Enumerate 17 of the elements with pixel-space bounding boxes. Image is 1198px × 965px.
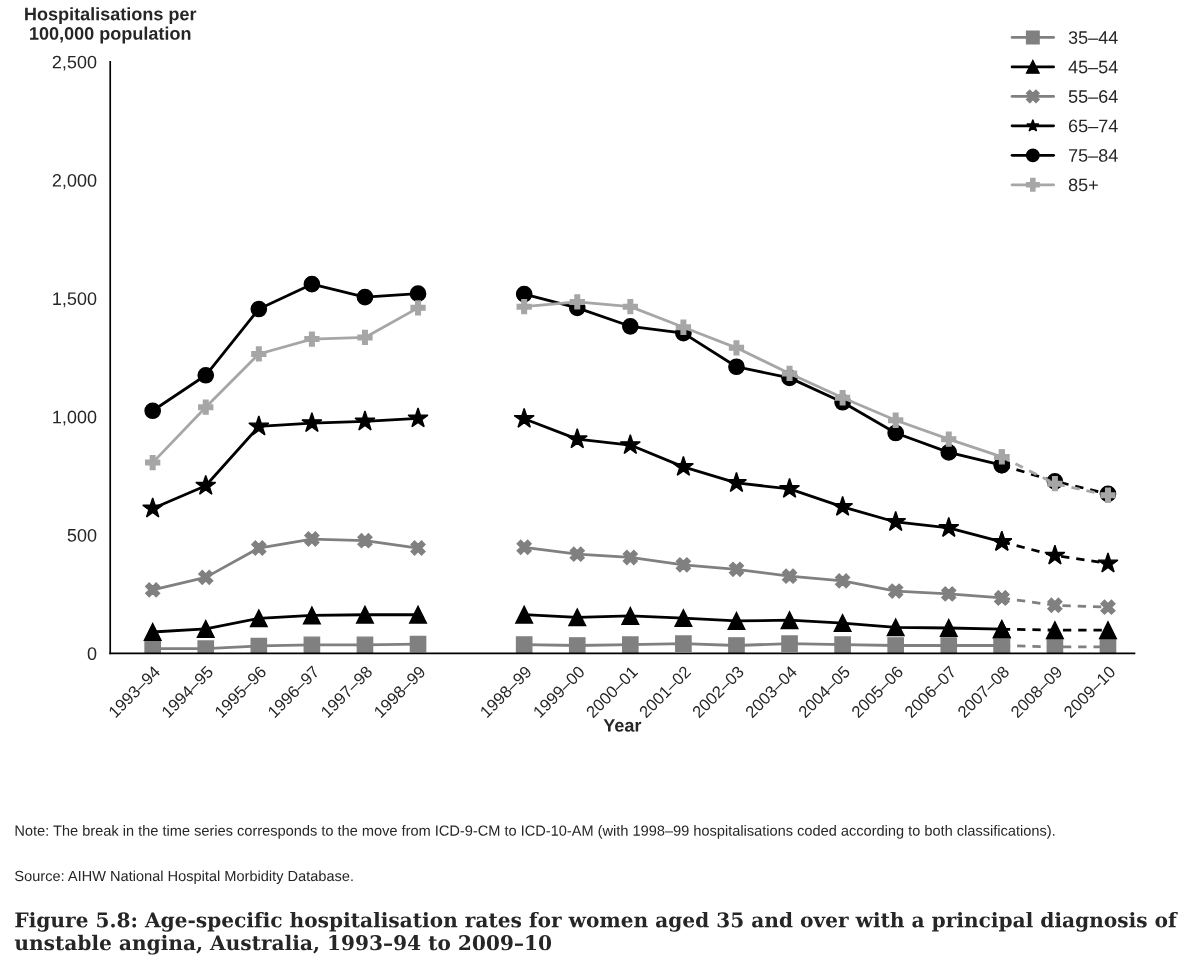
text: Note: The break in the time series corresponds to the move from ICD-9-CM to ICD-10-AM (with 1998–99 hospitalisations coded according to both classifications).	[15, 825, 1055, 839]
y-tick-label: 1,500	[53, 292, 97, 308]
source-note: Source: AIHW National Hospital Morbidity Database.	[15, 870, 353, 885]
legend-label: 65–74	[1068, 119, 1118, 133]
x-axis-title: Year	[603, 719, 642, 732]
legend-label: 75–84	[1068, 149, 1118, 162]
y-tick-label: 1,000	[53, 410, 97, 426]
legend-label: 85+	[1068, 178, 1098, 192]
legend-label: 45–54	[1068, 60, 1118, 74]
y-tick-label: 0	[87, 647, 97, 661]
y-tick-label: 2,500	[52, 55, 97, 71]
text: Figure 5.8: Age-specific hospitalisation rates for women aged 35 and over with a principal diagnosis of unstable angina, Australia, 1993–94 to 2009–10	[14, 911, 1178, 955]
y-axis-title: Hospitalisations per 100,000 population	[25, 7, 197, 44]
y-tick-label: 500	[67, 528, 97, 542]
legend-label: 55–64	[1068, 90, 1118, 103]
y-tick-label: 2,000	[52, 174, 97, 189]
legend-label: 35–44	[1068, 31, 1118, 44]
